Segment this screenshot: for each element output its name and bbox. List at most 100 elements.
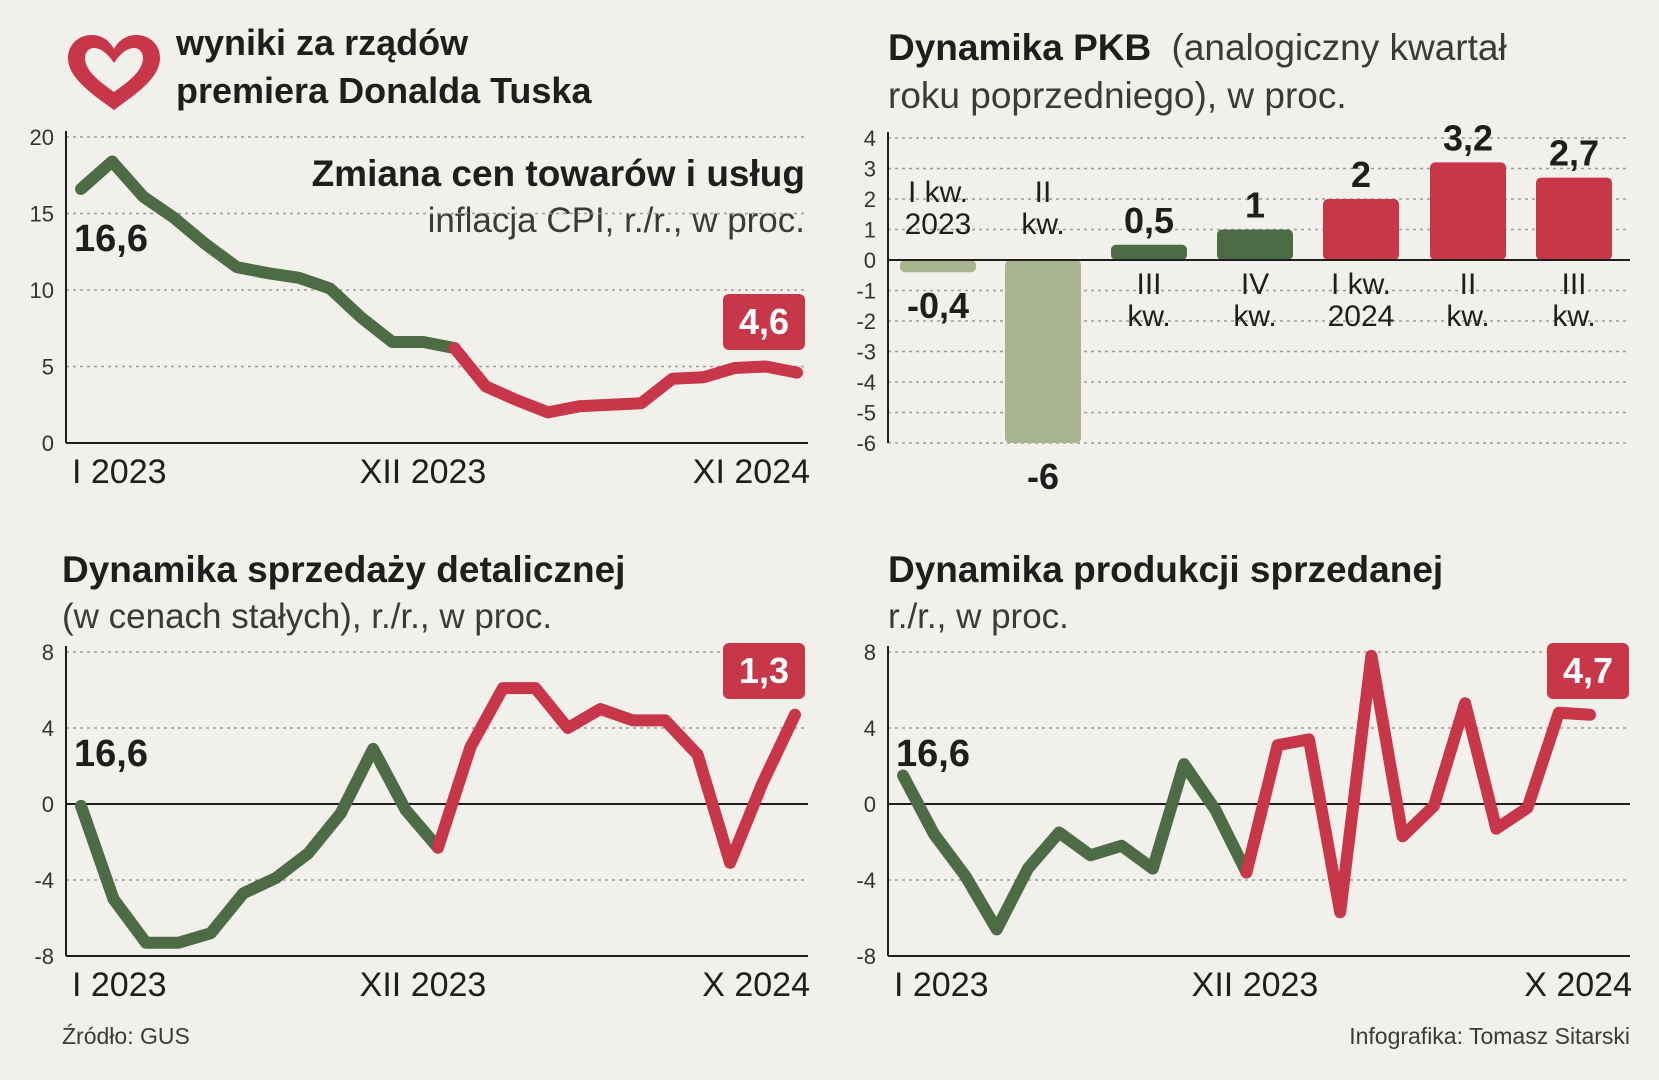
gdp-quarter-label: kw. — [1021, 208, 1064, 241]
gdp-bar — [1323, 199, 1399, 260]
y-tick-label: 0 — [864, 792, 876, 817]
y-tick-label: 1 — [864, 218, 876, 243]
heart-icon — [68, 35, 160, 110]
source-note: Źródło: GUS — [62, 1023, 190, 1049]
retail-plot: -8 -4 0 4 8 I 2023 XII 2023 X 2024 16,6 1,3 — [34, 640, 810, 1004]
gdp-bar — [900, 260, 976, 273]
y-tick-label: 2 — [864, 187, 876, 212]
last-value-badge — [1547, 643, 1629, 699]
x-label-start: I 2023 — [72, 453, 167, 491]
gdp-value-label: 2,7 — [1549, 133, 1599, 174]
retail-chart-subtitle: (w cenach stałych), r./r., w proc. — [62, 597, 552, 636]
last-value-label: 4,6 — [739, 301, 789, 342]
production-chart-title: Dynamika produkcji sprzedanej — [888, 549, 1443, 590]
gdp-quarter-label: kw. — [1127, 300, 1170, 333]
gdp-value-label: 0,5 — [1124, 200, 1174, 241]
gdp-value-label: -0,4 — [907, 285, 969, 326]
x-label-end: X 2024 — [702, 966, 810, 1004]
y-tick-label: -4 — [856, 370, 876, 395]
cpi-chart: Zmiana cen towarów i usług inflacja CPI,… — [30, 125, 810, 491]
gdp-quarter-label: II — [1035, 176, 1052, 209]
first-value-label: 16,6 — [896, 733, 970, 775]
cpi-chart-title: Zmiana cen towarów i usług — [312, 153, 805, 194]
y-tick-label: 4 — [864, 126, 876, 151]
gdp-bar — [1430, 162, 1506, 260]
y-tick-label: 3 — [864, 157, 876, 182]
y-tick-label: -1 — [856, 279, 876, 304]
gdp-value-label: 3,2 — [1443, 117, 1493, 158]
y-tick-label: -4 — [856, 868, 876, 893]
gdp-chart-subtitle-line2: roku poprzedniego), w proc. — [888, 75, 1347, 116]
header-title-line1: wyniki za rządów — [175, 22, 469, 63]
y-tick-label: 4 — [864, 716, 876, 741]
y-tick-label: 5 — [42, 355, 54, 380]
gdp-value-label: 2 — [1351, 154, 1371, 195]
x-label-end: X 2024 — [1524, 966, 1632, 1004]
series-line-before — [75, 155, 461, 355]
gdp-quarter-label: kw. — [1552, 300, 1595, 333]
y-tick-label: 15 — [30, 202, 54, 227]
x-label-mid: XII 2023 — [360, 966, 487, 1004]
retail-chart-title: Dynamika sprzedaży detalicznej — [62, 549, 625, 590]
header-title-line2: premiera Donalda Tuska — [176, 70, 592, 111]
last-value-badge — [723, 643, 805, 699]
cpi-plot: 0 5 10 15 20 I 2023 XII 2023 XI 2024 16,6 4,6 — [30, 125, 810, 491]
production-chart: Dynamika produkcji sprzedanej r./r., w p… — [856, 549, 1632, 1004]
gdp-quarter-label: kw. — [1446, 300, 1489, 333]
y-tick-label: -4 — [34, 868, 54, 893]
y-tick-label: -8 — [856, 944, 876, 969]
gdp-quarter-label: IV — [1241, 268, 1269, 301]
gdp-quarter-label: 2023 — [905, 208, 972, 241]
y-tick-label: -6 — [856, 431, 876, 456]
x-label-end: XI 2024 — [693, 453, 810, 491]
y-tick-label: -5 — [856, 401, 876, 426]
gdp-bar — [1536, 177, 1612, 260]
y-tick-label: 8 — [42, 640, 54, 665]
gdp-chart-title-bold: Dynamika PKB — [888, 27, 1151, 68]
gdp-chart: Dynamika PKB (analogiczny kwartał roku p… — [856, 27, 1630, 497]
last-value-label: 4,7 — [1563, 650, 1613, 691]
y-tick-label: 0 — [42, 792, 54, 817]
y-tick-label: 0 — [864, 248, 876, 273]
x-label-start: I 2023 — [72, 966, 167, 1004]
y-tick-label: -3 — [856, 340, 876, 365]
last-value-label: 1,3 — [739, 650, 789, 691]
x-label-start: I 2023 — [894, 966, 989, 1004]
gdp-quarter-label: III — [1561, 268, 1586, 301]
gdp-quarter-label: I kw. — [908, 176, 968, 209]
production-chart-subtitle: r./r., w proc. — [888, 597, 1069, 636]
gdp-value-label: -6 — [1027, 456, 1059, 497]
gdp-value-label: 1 — [1245, 185, 1265, 226]
gdp-bar — [1217, 229, 1293, 260]
x-label-mid: XII 2023 — [360, 453, 487, 491]
series-line-tusk — [432, 682, 801, 869]
series-line-before — [75, 742, 444, 949]
series-line-tusk — [448, 342, 803, 419]
gdp-quarter-label: I kw. — [1331, 268, 1391, 301]
gdp-quarter-label: 2024 — [1328, 300, 1395, 333]
cpi-chart-subtitle: inflacja CPI, r./r., w proc. — [428, 201, 805, 240]
series-line-before — [897, 758, 1253, 936]
y-tick-label: 8 — [864, 640, 876, 665]
gdp-quarter-label: II — [1460, 268, 1477, 301]
first-value-label: 16,6 — [74, 218, 148, 260]
gdp-bar — [1111, 244, 1187, 260]
credit-note: Infografika: Tomasz Sitarski — [1349, 1023, 1630, 1049]
series-line-tusk — [1240, 649, 1596, 919]
x-label-mid: XII 2023 — [1192, 966, 1319, 1004]
last-value-badge — [723, 294, 805, 350]
retail-chart: Dynamika sprzedaży detalicznej (w cenach… — [34, 549, 810, 1004]
gdp-bar — [1005, 260, 1081, 443]
gdp-quarter-label: kw. — [1233, 300, 1276, 333]
gdp-chart-subtitle-line1: (analogiczny kwartał — [1172, 27, 1507, 68]
y-tick-label: 0 — [42, 431, 54, 456]
y-tick-label: -2 — [856, 309, 876, 334]
first-value-label: 16,6 — [74, 733, 148, 775]
y-tick-label: 20 — [30, 125, 54, 150]
y-tick-label: -8 — [34, 944, 54, 969]
gdp-chart-title: Dynamika PKB (analogiczny kwartał — [888, 27, 1507, 68]
production-plot: -8 -4 0 4 8 I 2023 XII 2023 X 2024 16,6 4,7 — [856, 640, 1632, 1004]
